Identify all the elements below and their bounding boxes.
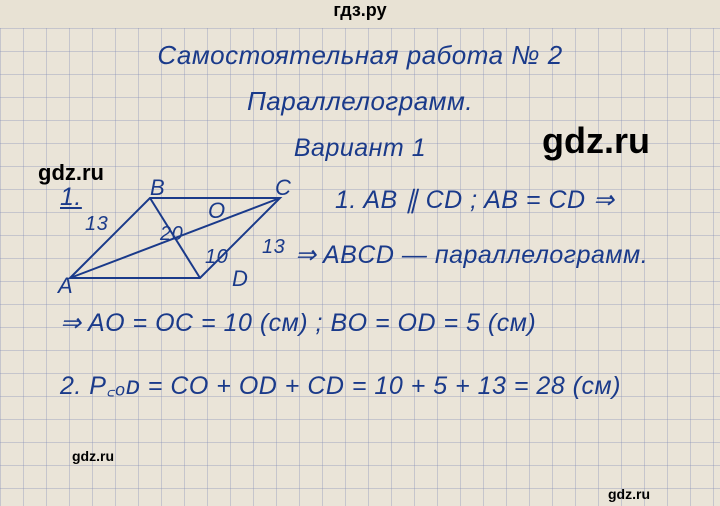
- site-name: гдз.ру: [333, 0, 386, 20]
- solution-line-1a: 1. AB ∥ CD ; AB = CD ⇒: [335, 185, 614, 215]
- notebook-paper: Самостоятельная работа № 2 Параллелограм…: [0, 28, 720, 506]
- parallelogram-diagram: [60, 178, 300, 298]
- solution-line-1b: ⇒ ABCD — параллелограмм.: [295, 240, 648, 270]
- title-line: Самостоятельная работа № 2: [110, 40, 610, 71]
- variant-line: Вариант 1: [210, 134, 510, 163]
- solution-line-2: 2. P꜀ₒᴅ = CO + OD + CD = 10 + 5 + 13 = 2…: [60, 368, 621, 402]
- solution-line-1c: ⇒ AO = OC = 10 (см) ; BO = OD = 5 (см): [60, 308, 536, 338]
- page-header: гдз.ру: [0, 0, 720, 21]
- diagonal-bd: [150, 198, 200, 278]
- subtitle-line: Параллелограмм.: [180, 86, 540, 117]
